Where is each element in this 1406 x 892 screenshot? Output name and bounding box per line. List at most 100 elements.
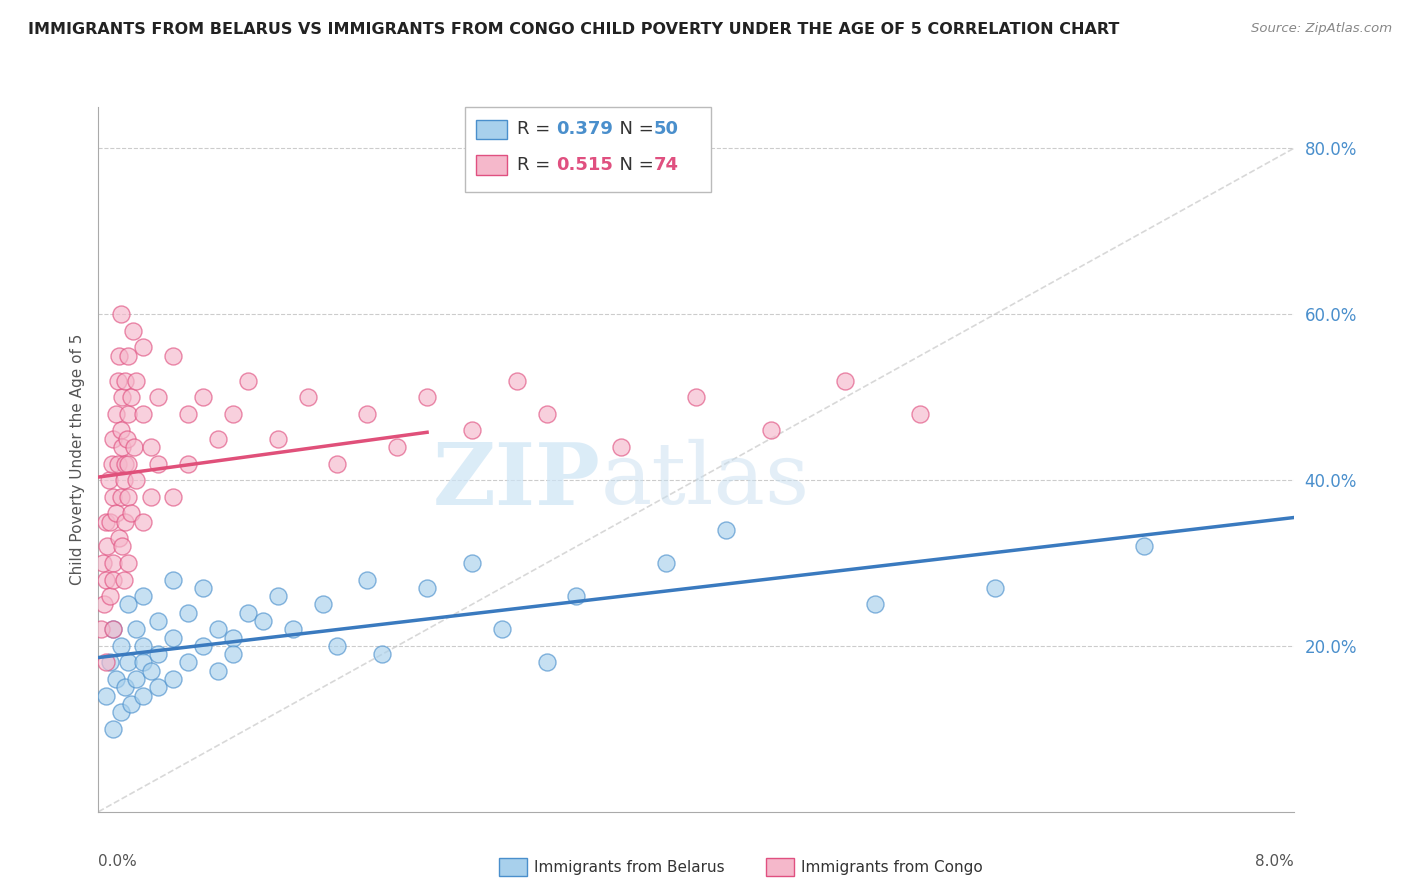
Point [108, 349, 131, 363]
Point [222, 407, 245, 421]
Point [610, 440, 633, 454]
Text: 8.0%: 8.0% [1254, 854, 1294, 869]
Point [120, 390, 142, 404]
Point [117, 556, 139, 570]
Point [1133, 540, 1156, 554]
Point [536, 407, 558, 421]
Point [139, 440, 162, 454]
Point [385, 440, 409, 454]
Point [326, 457, 349, 471]
Point [105, 506, 128, 520]
Point [162, 631, 184, 645]
Text: Source: ZipAtlas.com: Source: ZipAtlas.com [1251, 22, 1392, 36]
Text: 74: 74 [654, 156, 679, 174]
Text: 0.379: 0.379 [557, 120, 613, 138]
Point [984, 581, 1007, 595]
Text: N =: N = [609, 120, 659, 138]
Point [132, 515, 155, 529]
Point [491, 623, 513, 637]
Point [125, 623, 148, 637]
Y-axis label: Child Poverty Under the Age of 5: Child Poverty Under the Age of 5 [69, 334, 84, 585]
Point [114, 374, 136, 388]
Point [108, 531, 131, 545]
Point [177, 656, 200, 670]
Point [565, 589, 588, 603]
Point [103, 556, 125, 570]
Point [132, 689, 155, 703]
Point [356, 573, 378, 587]
Point [125, 374, 148, 388]
Text: R =: R = [517, 120, 555, 138]
Point [120, 506, 142, 520]
Point [148, 681, 170, 695]
Point [110, 307, 132, 321]
Point [117, 457, 139, 471]
Point [655, 556, 678, 570]
Point [236, 374, 259, 388]
Point [148, 390, 170, 404]
Point [191, 639, 214, 653]
Point [191, 390, 214, 404]
Point [416, 390, 439, 404]
Point [90, 623, 112, 637]
Point [110, 423, 132, 437]
Point [117, 490, 139, 504]
Point [105, 407, 128, 421]
Point [371, 647, 394, 661]
Point [103, 573, 125, 587]
Text: IMMIGRANTS FROM BELARUS VS IMMIGRANTS FROM CONGO CHILD POVERTY UNDER THE AGE OF : IMMIGRANTS FROM BELARUS VS IMMIGRANTS FR… [28, 22, 1119, 37]
Point [148, 614, 170, 628]
Point [139, 664, 162, 678]
Point [834, 374, 856, 388]
Text: ZIP: ZIP [433, 439, 600, 523]
Point [98, 656, 122, 670]
Point [356, 407, 378, 421]
Point [107, 457, 129, 471]
Text: atlas: atlas [600, 439, 810, 522]
Point [162, 490, 184, 504]
Point [117, 656, 139, 670]
Point [98, 589, 122, 603]
Point [103, 623, 125, 637]
Point [297, 390, 319, 404]
Point [162, 349, 184, 363]
Text: 0.515: 0.515 [557, 156, 613, 174]
Point [222, 647, 245, 661]
Point [117, 407, 139, 421]
Point [132, 341, 155, 355]
Point [114, 457, 136, 471]
Point [416, 581, 439, 595]
Text: R =: R = [517, 156, 555, 174]
Point [107, 374, 129, 388]
Point [267, 589, 290, 603]
Point [110, 490, 132, 504]
Point [177, 606, 200, 620]
Point [506, 374, 529, 388]
Point [236, 606, 259, 620]
Point [103, 490, 125, 504]
Point [120, 697, 142, 711]
Point [111, 440, 134, 454]
Point [281, 623, 304, 637]
Point [115, 432, 138, 446]
Point [865, 598, 887, 612]
Point [461, 556, 484, 570]
Point [132, 407, 155, 421]
Point [112, 473, 135, 487]
Point [112, 573, 135, 587]
Point [121, 324, 143, 338]
Point [98, 515, 122, 529]
Text: 0.0%: 0.0% [98, 854, 138, 869]
Point [207, 623, 229, 637]
Point [124, 440, 146, 454]
Point [162, 573, 184, 587]
Point [114, 681, 136, 695]
Point [267, 432, 290, 446]
Point [714, 523, 737, 537]
Point [207, 664, 229, 678]
Point [685, 390, 707, 404]
Point [311, 598, 333, 612]
Point [207, 432, 229, 446]
Point [148, 457, 170, 471]
Point [177, 407, 200, 421]
